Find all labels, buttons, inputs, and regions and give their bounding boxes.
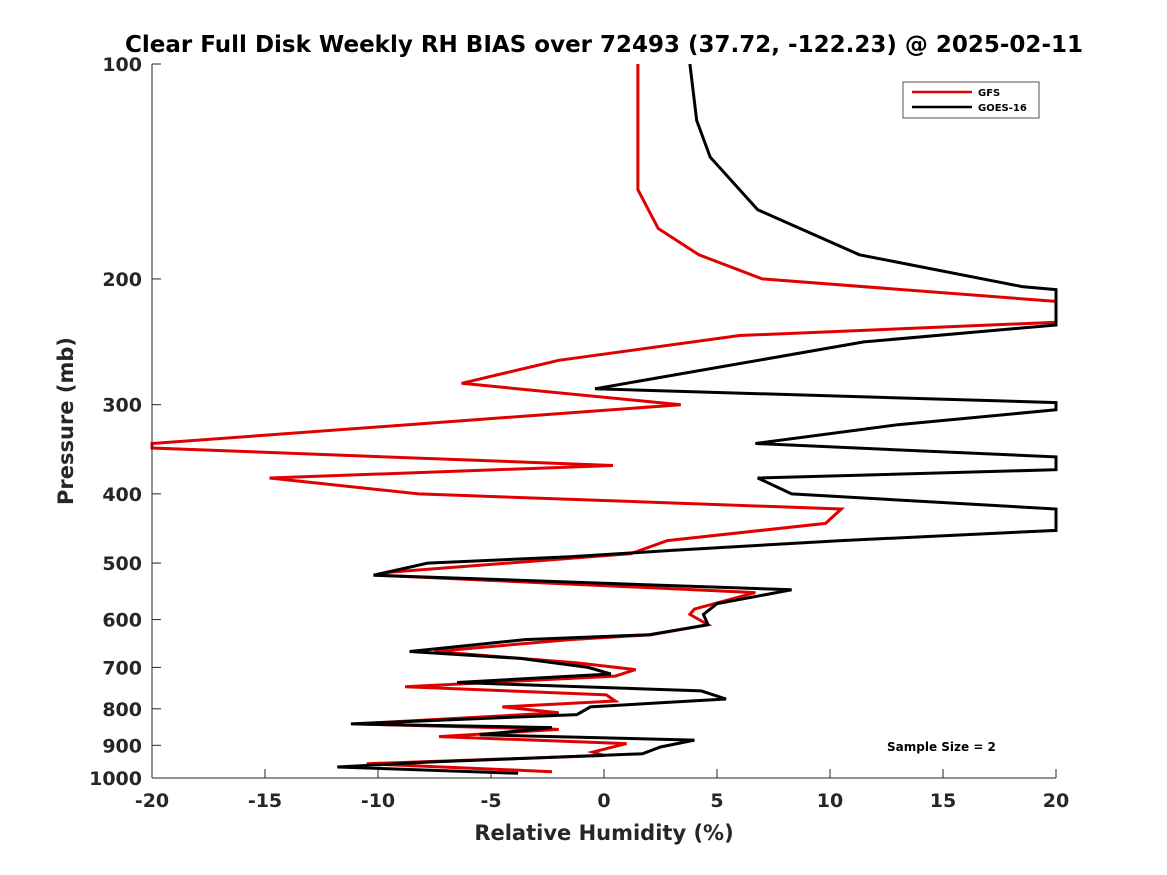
plot-area	[152, 64, 1056, 778]
series-layer	[150, 63, 1058, 775]
y-tick-label: 1000	[89, 768, 142, 790]
chart-title: Clear Full Disk Weekly RH BIAS over 7249…	[125, 32, 1083, 58]
legend-box	[902, 81, 1040, 119]
x-tick-label: -15	[248, 790, 282, 812]
y-tick-label: 300	[102, 395, 142, 417]
legend-label-goes-16: GOES-16	[978, 103, 1027, 114]
y-tick-label: 600	[102, 610, 142, 632]
x-tick-label: -20	[135, 790, 169, 812]
x-tick-label: 15	[930, 790, 956, 812]
x-tick-label: 20	[1043, 790, 1069, 812]
x-axis-ticks: -20 -15 -10 -5 0 5 10 15 20	[135, 769, 1069, 812]
y-tick-label: 500	[102, 553, 142, 575]
legend: GFS GOES-16	[902, 81, 1040, 119]
y-tick-label: 900	[102, 735, 142, 757]
sample-size-annotation: Sample Size = 2	[887, 740, 996, 754]
x-tick-label: 10	[817, 790, 843, 812]
x-axis-label: Relative Humidity (%)	[474, 821, 733, 845]
y-tick-label: 400	[102, 484, 142, 506]
legend-label-gfs: GFS	[978, 88, 1000, 99]
series-line-goes-16	[337, 63, 1058, 775]
y-axis-ticks: 100 200 300 400 500 600 700 800 900 1000	[89, 54, 161, 790]
y-tick-label: 700	[102, 657, 142, 679]
x-tick-label: 0	[597, 790, 610, 812]
y-tick-label: 100	[102, 54, 142, 76]
x-tick-label: -5	[480, 790, 501, 812]
x-tick-label: -10	[361, 790, 395, 812]
y-tick-label: 800	[102, 699, 142, 721]
y-tick-label: 200	[102, 269, 142, 291]
x-tick-label: 5	[710, 790, 723, 812]
y-axis-label: Pressure (mb)	[54, 337, 78, 505]
